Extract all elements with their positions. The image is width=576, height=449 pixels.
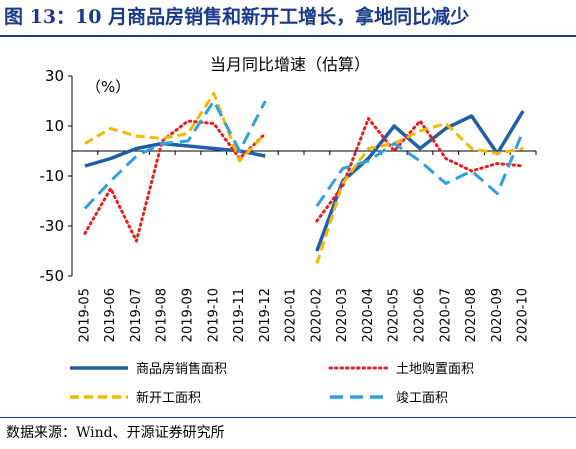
x-tick-label: 2020-02 bbox=[309, 288, 324, 342]
x-tick-label: 2020-04 bbox=[361, 288, 376, 342]
y-tick-label: -50 bbox=[40, 267, 65, 285]
legend-label-4: 竣工面积 bbox=[396, 391, 448, 406]
series-line-4 bbox=[83, 99, 525, 210]
unit-label: （%） bbox=[86, 78, 130, 96]
x-tick-label: 2020-09 bbox=[490, 288, 505, 342]
figure-title: 图 13：10 月商品房销售和新开工增长，拿地同比减少 bbox=[4, 6, 470, 28]
x-tick-label: 2020-03 bbox=[335, 288, 350, 342]
series-layer bbox=[83, 92, 525, 264]
x-tick-label: 2020-07 bbox=[438, 288, 453, 342]
x-tick-label: 2019-08 bbox=[155, 288, 170, 342]
y-tick-label: -30 bbox=[40, 217, 65, 235]
x-tick-label: 2019-10 bbox=[206, 288, 221, 342]
x-tick-label: 2019-12 bbox=[258, 288, 273, 342]
chart-title: 当月同比增速（估算） bbox=[210, 55, 370, 74]
series-line-3 bbox=[84, 92, 524, 264]
x-tick-label: 2020-10 bbox=[516, 288, 531, 342]
title-divider bbox=[0, 35, 576, 37]
x-axis: 2019-05 2019-06 2019-07 2019-08 2019-09 2019-… bbox=[71, 150, 537, 342]
x-tick-label: 2019-05 bbox=[77, 288, 92, 342]
legend-label-2: 土地购置面积 bbox=[396, 361, 474, 377]
x-tick-label: 2020-08 bbox=[464, 288, 479, 342]
source-divider bbox=[0, 417, 576, 418]
x-tick-label: 2020-05 bbox=[387, 288, 402, 342]
legend-label-1: 商品房销售面积 bbox=[136, 361, 227, 377]
source-note: 数据来源：Wind、开源证券研究所 bbox=[6, 425, 225, 441]
y-tick-label: 30 bbox=[45, 67, 64, 85]
series-line-2 bbox=[83, 117, 525, 243]
legend-label-3: 新开工面积 bbox=[136, 390, 201, 406]
x-tick-label: 2020-01 bbox=[284, 288, 299, 342]
x-tick-label: 2020-06 bbox=[413, 288, 428, 342]
y-tick-label: -10 bbox=[40, 167, 65, 185]
x-tick-label: 2019-07 bbox=[129, 288, 144, 342]
x-tick-label: 2019-09 bbox=[181, 288, 196, 342]
x-tick-label: 2019-06 bbox=[103, 288, 118, 342]
y-tick-label: 10 bbox=[45, 117, 64, 135]
y-axis: 30 10 -10 -30 -50 bbox=[40, 67, 73, 285]
x-tick-label: 2019-11 bbox=[232, 288, 247, 342]
